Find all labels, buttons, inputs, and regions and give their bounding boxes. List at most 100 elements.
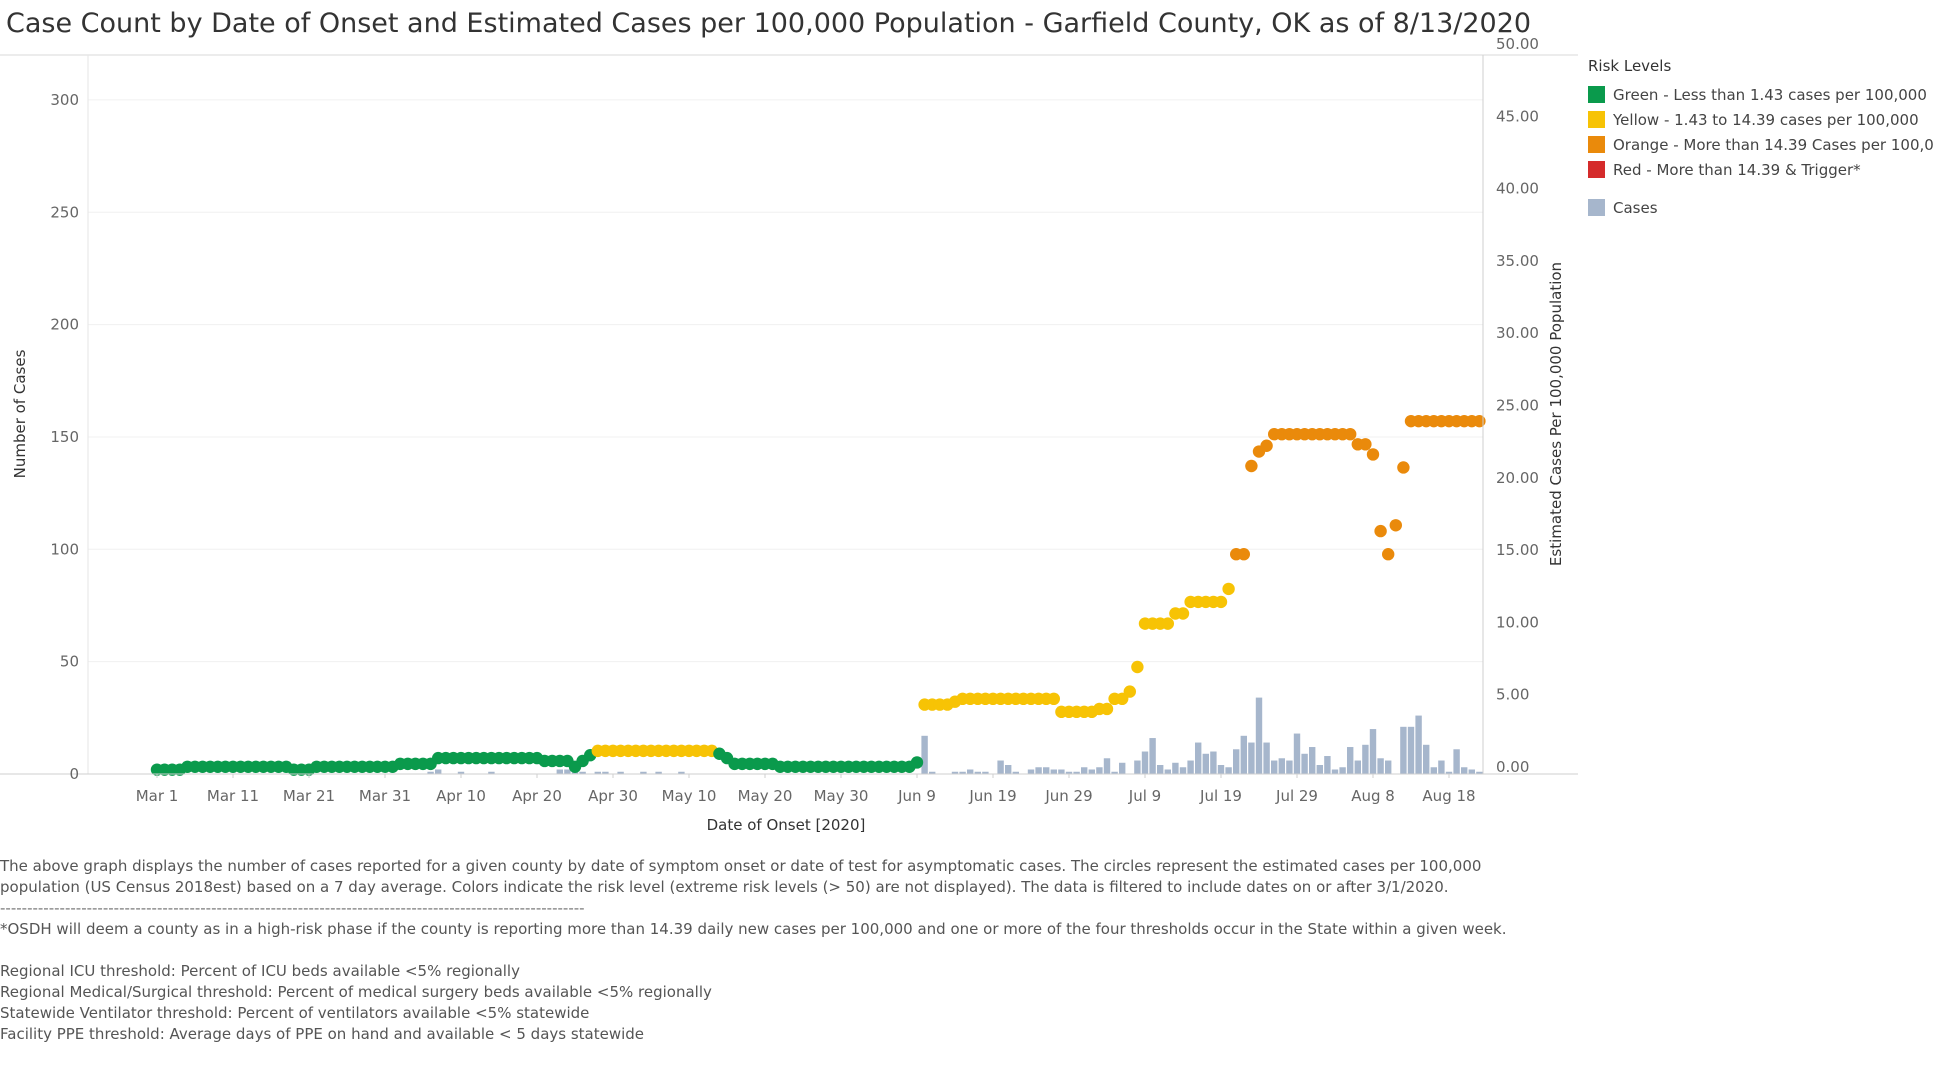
legend-swatch-green bbox=[1588, 86, 1605, 103]
x-axis-ticks: Mar 1 Mar 11 Mar 21 Mar 31 Apr 10 Apr 20 Apr 3… bbox=[136, 774, 1476, 805]
x-tick-label: Aug 18 bbox=[1422, 787, 1475, 805]
y-tick-label: 150 bbox=[50, 428, 79, 446]
case-bar bbox=[1453, 749, 1460, 774]
case-bar bbox=[1354, 760, 1361, 774]
case-bar bbox=[1362, 744, 1369, 774]
case-bar bbox=[1027, 769, 1035, 774]
x-tick-label: Jun 29 bbox=[1044, 787, 1092, 805]
rate-dot bbox=[1344, 427, 1357, 441]
legend-label: Orange - More than 14.39 Cases per 100,0… bbox=[1613, 135, 1934, 154]
case-bar bbox=[1233, 749, 1240, 774]
case-bar bbox=[974, 771, 981, 774]
case-bar bbox=[1331, 769, 1339, 774]
note-spacer bbox=[0, 940, 1560, 961]
y-axis-label: Number of Cases bbox=[11, 349, 29, 478]
rate-dot bbox=[1382, 548, 1395, 561]
case-bar bbox=[457, 771, 465, 774]
case-bar bbox=[1172, 762, 1179, 774]
case-bar bbox=[1081, 767, 1088, 774]
x-tick-label: Mar 11 bbox=[207, 787, 259, 805]
x-tick-label: Jun 9 bbox=[897, 787, 936, 805]
x-axis-label: Date of Onset [2020] bbox=[707, 816, 866, 834]
legend-item-green[interactable]: Green - Less than 1.43 cases per 100,000 bbox=[1588, 82, 1934, 107]
case-bar bbox=[678, 771, 685, 774]
y2-tick-label: 25.00 bbox=[1496, 397, 1539, 415]
rate-dot bbox=[1245, 459, 1258, 473]
legend-label: Green - Less than 1.43 cases per 100,000 bbox=[1613, 85, 1927, 104]
case-bar bbox=[951, 771, 959, 774]
y2-tick-label: 10.00 bbox=[1496, 613, 1539, 631]
y-axis-right-label: Estimated Cases Per 100,000 Population bbox=[1547, 262, 1565, 566]
case-bar bbox=[1286, 760, 1293, 774]
case-bar bbox=[1195, 742, 1202, 774]
y-tick-label: 0 bbox=[69, 765, 79, 783]
case-bar bbox=[1050, 769, 1057, 774]
case-bar bbox=[1407, 726, 1415, 774]
y-tick-label: 300 bbox=[50, 91, 79, 109]
x-tick-label: May 30 bbox=[814, 787, 869, 805]
case-bar bbox=[1377, 758, 1384, 774]
rate-dot bbox=[1161, 617, 1175, 630]
rate-dot bbox=[1123, 685, 1137, 698]
x-tick-label: May 20 bbox=[738, 787, 793, 805]
note-medsurg-threshold: Regional Medical/Surgical threshold: Per… bbox=[0, 983, 712, 1001]
legend-item-orange[interactable]: Orange - More than 14.39 Cases per 100,0… bbox=[1588, 132, 1934, 157]
rate-dot bbox=[1374, 524, 1387, 538]
notes: The above graph displays the number of c… bbox=[0, 856, 1560, 1045]
case-bar bbox=[427, 771, 434, 774]
x-tick-label: Apr 30 bbox=[588, 787, 638, 805]
rate-dot bbox=[1047, 692, 1061, 706]
case-bar bbox=[1065, 771, 1073, 774]
x-tick-label: Mar 21 bbox=[283, 787, 335, 805]
rate-dot bbox=[1237, 548, 1251, 561]
case-bar bbox=[1210, 751, 1217, 774]
case-bar bbox=[1476, 771, 1483, 774]
legend-label: Cases bbox=[1613, 198, 1658, 217]
case-bar bbox=[1187, 760, 1194, 774]
x-tick-label: Apr 10 bbox=[436, 787, 486, 805]
y2-tick-label: 50.00 bbox=[1496, 35, 1539, 53]
y-tick-label: 200 bbox=[50, 316, 79, 334]
case-bar bbox=[997, 760, 1004, 774]
rate-dot bbox=[1397, 461, 1410, 474]
x-tick-label: Jun 19 bbox=[968, 787, 1016, 805]
y2-tick-label: 45.00 bbox=[1496, 107, 1539, 125]
legend: Risk Levels Green - Less than 1.43 cases… bbox=[1588, 57, 1934, 220]
legend-item-yellow[interactable]: Yellow - 1.43 to 14.39 cases per 100,000 bbox=[1588, 107, 1934, 132]
case-bar bbox=[1278, 758, 1285, 774]
case-bar bbox=[1073, 771, 1080, 774]
case-bar bbox=[982, 771, 989, 774]
x-tick-label: Mar 1 bbox=[136, 787, 179, 805]
case-bar bbox=[1301, 753, 1308, 774]
case-bar bbox=[1324, 756, 1331, 774]
case-bar bbox=[594, 771, 601, 774]
case-bar bbox=[1369, 729, 1377, 774]
y2-tick-label: 30.00 bbox=[1496, 324, 1539, 342]
chart-title: Case Count by Date of Onset and Estimate… bbox=[6, 8, 1532, 39]
y-tick-label: 100 bbox=[50, 540, 79, 558]
case-bar bbox=[1468, 769, 1475, 774]
case-bar bbox=[1164, 769, 1171, 774]
case-bar bbox=[1271, 760, 1278, 774]
case-bar bbox=[1293, 733, 1301, 774]
legend-item-cases[interactable]: Cases bbox=[1588, 195, 1934, 220]
rate-dot bbox=[1389, 519, 1403, 532]
legend-item-red[interactable]: Red - More than 14.39 & Trigger* bbox=[1588, 157, 1934, 182]
y2-tick-label: 35.00 bbox=[1496, 252, 1539, 270]
case-bar bbox=[1248, 742, 1255, 774]
y2-tick-label: 5.00 bbox=[1496, 686, 1529, 704]
case-bar bbox=[1111, 771, 1118, 774]
legend-swatch-cases bbox=[1588, 199, 1605, 216]
case-bar bbox=[488, 771, 495, 774]
case-bar bbox=[1225, 767, 1232, 774]
case-bar bbox=[655, 771, 662, 774]
note-icu-threshold: Regional ICU threshold: Percent of ICU b… bbox=[0, 962, 520, 980]
legend-swatch-yellow bbox=[1588, 111, 1605, 128]
case-bar bbox=[967, 769, 974, 774]
legend-title: Risk Levels bbox=[1588, 57, 1672, 75]
case-bar bbox=[1263, 742, 1270, 774]
y-axis-left-ticks: 0 50 100 150 200 250 300 bbox=[50, 91, 79, 783]
case-bar bbox=[1347, 747, 1354, 774]
case-bar bbox=[1103, 758, 1111, 774]
case-bar bbox=[1309, 747, 1316, 774]
